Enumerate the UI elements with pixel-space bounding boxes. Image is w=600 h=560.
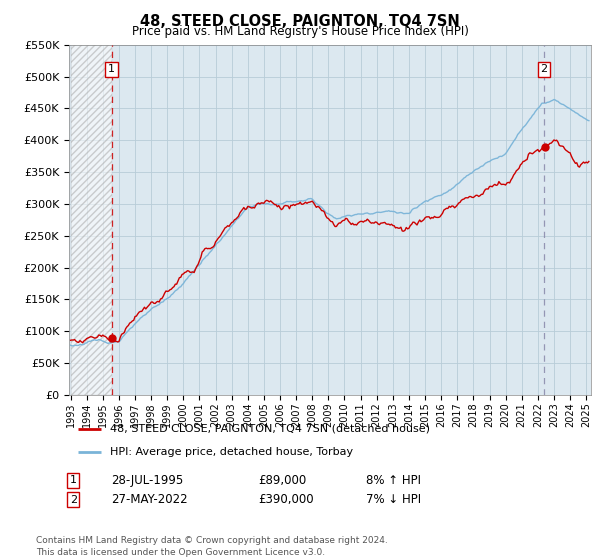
Text: 7% ↓ HPI: 7% ↓ HPI [366,493,421,506]
Text: Contains HM Land Registry data © Crown copyright and database right 2024.
This d: Contains HM Land Registry data © Crown c… [36,536,388,557]
Text: 27-MAY-2022: 27-MAY-2022 [111,493,188,506]
Bar [71,45,112,395]
Text: 1: 1 [108,64,115,74]
Text: 28-JUL-1995: 28-JUL-1995 [111,474,183,487]
Text: Price paid vs. HM Land Registry's House Price Index (HPI): Price paid vs. HM Land Registry's House … [131,25,469,38]
Text: 48, STEED CLOSE, PAIGNTON, TQ4 7SN: 48, STEED CLOSE, PAIGNTON, TQ4 7SN [140,14,460,29]
Text: 1: 1 [70,475,77,486]
Text: 2: 2 [70,494,77,505]
Text: 2: 2 [541,64,547,74]
Text: £390,000: £390,000 [258,493,314,506]
Text: £89,000: £89,000 [258,474,306,487]
Text: 48, STEED CLOSE, PAIGNTON, TQ4 7SN (detached house): 48, STEED CLOSE, PAIGNTON, TQ4 7SN (deta… [110,424,430,434]
Text: HPI: Average price, detached house, Torbay: HPI: Average price, detached house, Torb… [110,447,353,457]
Text: 8% ↑ HPI: 8% ↑ HPI [366,474,421,487]
